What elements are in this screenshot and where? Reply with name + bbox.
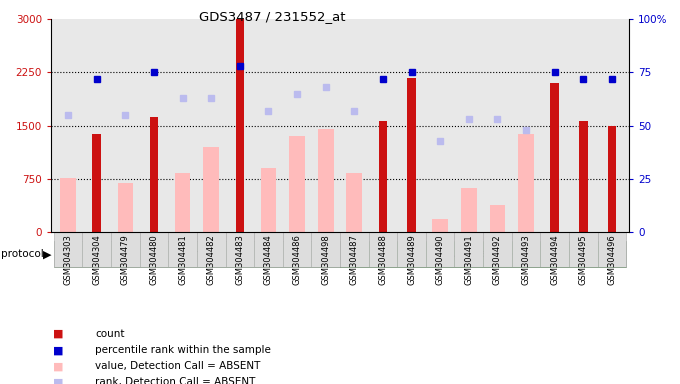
Text: ▶: ▶ — [43, 249, 52, 260]
Text: GSM304482: GSM304482 — [207, 234, 216, 285]
FancyBboxPatch shape — [139, 232, 169, 267]
FancyBboxPatch shape — [426, 232, 454, 267]
FancyBboxPatch shape — [283, 232, 311, 267]
Bar — [432, 219, 448, 232]
Text: rank, Detection Call = ABSENT: rank, Detection Call = ABSENT — [95, 377, 256, 384]
Bar — [235, 19, 244, 232]
FancyBboxPatch shape — [111, 232, 139, 267]
Text: GSM304492: GSM304492 — [493, 234, 502, 285]
Text: GSM304496: GSM304496 — [607, 234, 616, 285]
Bar — [118, 183, 133, 232]
Bar — [379, 121, 387, 232]
Bar — [203, 147, 219, 232]
Text: GSM304479: GSM304479 — [121, 234, 130, 285]
Bar — [407, 78, 416, 232]
Bar — [490, 205, 505, 232]
Text: GSM304491: GSM304491 — [464, 234, 473, 285]
Text: GSM304489: GSM304489 — [407, 234, 416, 285]
Text: GDS3487 / 231552_at: GDS3487 / 231552_at — [199, 10, 345, 23]
FancyBboxPatch shape — [54, 242, 340, 267]
Text: ■: ■ — [52, 361, 63, 371]
Text: GSM304483: GSM304483 — [235, 234, 244, 285]
Text: count: count — [95, 329, 124, 339]
Text: GSM304490: GSM304490 — [436, 234, 445, 285]
Bar — [518, 134, 534, 232]
Text: GSM304486: GSM304486 — [292, 234, 301, 285]
FancyBboxPatch shape — [82, 232, 111, 267]
Text: percentile rank within the sample: percentile rank within the sample — [95, 345, 271, 355]
FancyBboxPatch shape — [311, 232, 340, 267]
FancyBboxPatch shape — [169, 232, 197, 267]
Bar — [289, 136, 305, 232]
Bar — [318, 129, 334, 232]
FancyBboxPatch shape — [54, 232, 82, 267]
FancyBboxPatch shape — [598, 232, 626, 267]
Text: GSM304484: GSM304484 — [264, 234, 273, 285]
Text: GSM304495: GSM304495 — [579, 234, 588, 285]
Text: ■: ■ — [52, 377, 63, 384]
Text: GSM304488: GSM304488 — [379, 234, 388, 285]
Text: protocol: protocol — [1, 249, 44, 260]
Bar — [607, 126, 616, 232]
FancyBboxPatch shape — [197, 232, 226, 267]
Bar — [175, 173, 190, 232]
Text: value, Detection Call = ABSENT: value, Detection Call = ABSENT — [95, 361, 260, 371]
Bar — [550, 83, 559, 232]
FancyBboxPatch shape — [340, 232, 369, 267]
FancyBboxPatch shape — [226, 232, 254, 267]
FancyBboxPatch shape — [483, 232, 511, 267]
Bar — [150, 117, 158, 232]
Bar — [61, 178, 76, 232]
Text: GSM304480: GSM304480 — [150, 234, 158, 285]
Bar — [92, 134, 101, 232]
Text: control: control — [177, 249, 216, 260]
Text: CREB depletion: CREB depletion — [440, 249, 526, 260]
Bar — [461, 188, 477, 232]
Text: ■: ■ — [52, 329, 63, 339]
Text: ■: ■ — [52, 345, 63, 355]
Bar — [346, 173, 362, 232]
Text: GSM304493: GSM304493 — [522, 234, 530, 285]
FancyBboxPatch shape — [397, 232, 426, 267]
Text: GSM304304: GSM304304 — [92, 234, 101, 285]
FancyBboxPatch shape — [254, 232, 283, 267]
Text: GSM304494: GSM304494 — [550, 234, 559, 285]
FancyBboxPatch shape — [454, 232, 483, 267]
FancyBboxPatch shape — [511, 232, 541, 267]
FancyBboxPatch shape — [541, 232, 569, 267]
FancyBboxPatch shape — [569, 232, 598, 267]
Bar — [579, 121, 588, 232]
FancyBboxPatch shape — [340, 242, 626, 267]
Text: GSM304481: GSM304481 — [178, 234, 187, 285]
FancyBboxPatch shape — [369, 232, 397, 267]
Text: GSM304303: GSM304303 — [64, 234, 73, 285]
Text: GSM304498: GSM304498 — [321, 234, 330, 285]
Text: GSM304487: GSM304487 — [350, 234, 359, 285]
Bar — [260, 169, 276, 232]
